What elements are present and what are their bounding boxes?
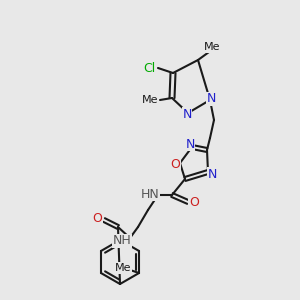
Text: Cl: Cl	[143, 61, 155, 74]
Text: Me: Me	[204, 42, 220, 52]
Text: HN: HN	[141, 188, 159, 200]
Text: N: N	[207, 167, 217, 181]
Text: Me: Me	[142, 95, 158, 105]
Text: N: N	[182, 107, 192, 121]
Text: O: O	[92, 212, 102, 226]
Text: N: N	[206, 92, 216, 106]
Text: Me: Me	[115, 263, 131, 273]
Text: N: N	[185, 137, 195, 151]
Text: O: O	[170, 158, 180, 172]
Text: O: O	[189, 196, 199, 208]
Text: NH: NH	[112, 235, 131, 248]
